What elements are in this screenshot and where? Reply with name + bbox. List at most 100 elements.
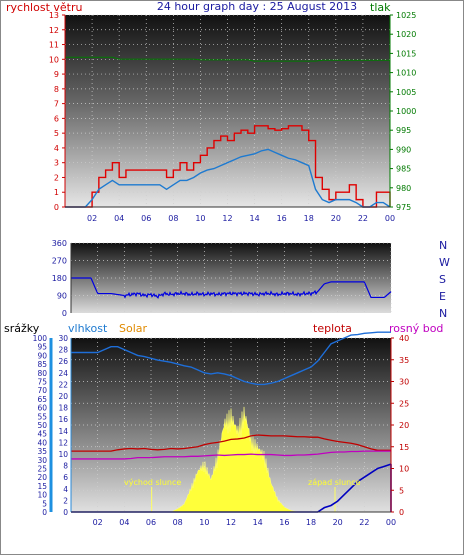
direction-tick-label: 360 (52, 239, 67, 248)
rain-tick-label: 55 (37, 412, 47, 421)
chart-title: 24 hour graph day : 25 August 2013 (157, 1, 357, 13)
rain-tick-label: 15 (37, 482, 47, 491)
wind-speed-label: rychlost větru (6, 1, 82, 14)
rain-tick-label: 85 (37, 360, 47, 369)
wind-speed-tick-label: 11 (49, 41, 59, 50)
rain-tick-label: 5 (42, 499, 47, 508)
wind-speed-tick-label: 2 (54, 173, 59, 182)
x-tick-label: 02 (93, 518, 103, 527)
axes-layer: 0123456789101112139759809859909951000100… (33, 11, 450, 527)
x-tick-label: 06 (141, 214, 151, 223)
compass-label: E (439, 290, 446, 303)
wind-speed-tick-label: 13 (49, 11, 59, 20)
compass-label: S (439, 273, 446, 286)
temperature-tick-label: 5 (399, 486, 404, 495)
wind-speed-tick-label: 7 (54, 100, 59, 109)
x-tick-label: 18 (306, 518, 316, 527)
pressure-tick-label: 1000 (396, 107, 416, 116)
humidity-tick-label: 4 (63, 485, 68, 494)
dew-point-label: rosný bod (389, 322, 443, 335)
wind-speed-tick-label: 0 (54, 203, 59, 212)
humidity-tick-label: 12 (58, 438, 68, 447)
rain-tick-label: 30 (37, 456, 47, 465)
wind-average-line (65, 148, 391, 208)
temperature-tick-label: 25 (399, 399, 409, 408)
rain-tick-label: 20 (37, 473, 47, 482)
x-tick-label: 20 (333, 518, 343, 527)
humidity-tick-label: 28 (58, 346, 68, 355)
x-tick-label: 12 (226, 518, 236, 527)
compass-label: N (439, 239, 447, 252)
direction-tick-label: 0 (62, 309, 67, 318)
rain-tick-label: 50 (37, 421, 47, 430)
rain-tick-label: 75 (37, 378, 47, 387)
humidity-tick-label: 22 (58, 380, 68, 389)
humidity-tick-label: 8 (63, 462, 68, 471)
temperature-tick-label: 0 (399, 508, 404, 517)
rain-tick-label: 40 (37, 438, 47, 447)
pressure-tick-label: 975 (396, 203, 411, 212)
temperature-line (71, 434, 391, 452)
temperature-label: teplota (313, 322, 352, 335)
direction-tick-label: 180 (52, 274, 67, 283)
dew-point-line (71, 450, 391, 460)
x-tick-label: 12 (222, 214, 232, 223)
pressure-tick-label: 1010 (396, 69, 416, 78)
direction-tick-label: 90 (57, 292, 67, 301)
pressure-tick-label: 995 (396, 126, 411, 135)
rain-tick-label: 60 (37, 404, 47, 413)
pressure-tick-label: 1020 (396, 30, 416, 39)
x-tick-label: 18 (304, 214, 314, 223)
rain-tick-label: 95 (37, 343, 47, 352)
x-tick-label: 10 (199, 518, 209, 527)
x-tick-label: 14 (253, 518, 263, 527)
humidity-line (71, 331, 391, 386)
pressure-tick-label: 1015 (396, 49, 416, 58)
pressure-tick-label: 985 (396, 165, 411, 174)
wind-speed-tick-label: 3 (54, 159, 59, 168)
temperature-tick-label: 30 (399, 378, 409, 387)
x-tick-label: 00 (385, 214, 395, 223)
wind-speed-tick-label: 1 (54, 188, 59, 197)
x-tick-label: 04 (119, 518, 129, 527)
pressure-tick-label: 1025 (396, 11, 416, 20)
compass-label: W (439, 256, 450, 269)
pressure-line (65, 56, 390, 62)
humidity-tick-label: 16 (58, 415, 68, 424)
temperature-tick-label: 10 (399, 465, 409, 474)
humidity-tick-label: 0 (63, 508, 68, 517)
wind-speed-tick-label: 6 (54, 114, 59, 123)
rain-tick-label: 90 (37, 351, 47, 360)
temperature-tick-label: 35 (399, 356, 409, 365)
humidity-tick-label: 14 (58, 427, 68, 436)
humidity-label: vlhkost (68, 322, 108, 335)
wind-gust-line (65, 125, 391, 208)
humidity-tick-label: 26 (58, 357, 68, 366)
x-tick-label: 10 (195, 214, 205, 223)
rain-tick-label: 25 (37, 465, 47, 474)
wind-speed-tick-label: 8 (54, 85, 59, 94)
x-tick-label: 14 (249, 214, 259, 223)
pressure-tick-label: 990 (396, 145, 411, 154)
x-tick-label: 08 (168, 214, 178, 223)
humidity-tick-label: 30 (58, 334, 68, 343)
humidity-tick-label: 20 (58, 392, 68, 401)
wind-speed-tick-label: 12 (49, 26, 59, 35)
rain-tick-label: 35 (37, 447, 47, 456)
humidity-tick-label: 10 (58, 450, 68, 459)
x-tick-label: 22 (359, 518, 369, 527)
rain-label: srážky (4, 322, 40, 335)
rain-tick-label: 70 (37, 386, 47, 395)
humidity-tick-label: 18 (58, 404, 68, 413)
sunrise-annotation: východ slunce (124, 478, 181, 487)
x-tick-label: 16 (279, 518, 289, 527)
direction-tick-label: 270 (52, 257, 67, 266)
rain-tick-label: 45 (37, 430, 47, 439)
wind-speed-tick-label: 4 (54, 144, 59, 153)
x-tick-label: 20 (331, 214, 341, 223)
x-tick-label: 16 (277, 214, 287, 223)
wind-direction-line (71, 277, 392, 299)
humidity-tick-label: 24 (58, 369, 68, 378)
sunset-annotation: západ slunce (308, 478, 361, 487)
